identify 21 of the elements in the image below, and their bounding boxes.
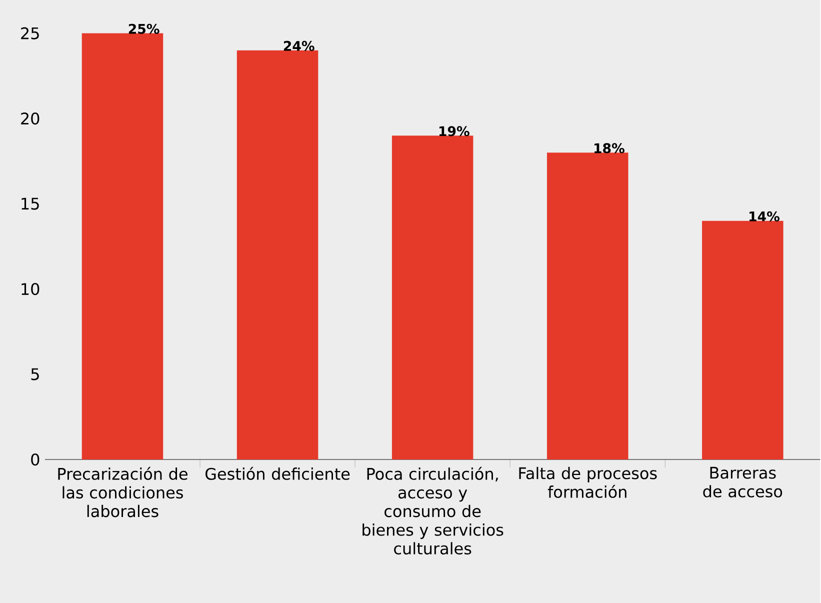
data-label: 14% xyxy=(750,211,780,222)
x-tick-label: Barreras de acceso xyxy=(703,466,782,498)
y-tick-label: 10 xyxy=(22,282,40,295)
y-tick-label: 5 xyxy=(31,368,39,380)
x-tick-label: Falta de procesos formación xyxy=(519,466,657,498)
bar xyxy=(546,152,628,460)
data-label: 18% xyxy=(594,142,624,154)
y-tick-label: 25 xyxy=(21,27,39,40)
bar xyxy=(392,135,474,460)
data-label: 25% xyxy=(128,24,160,34)
y-tick-label: 0 xyxy=(31,453,40,466)
bar xyxy=(82,33,164,460)
data-label: 24% xyxy=(284,40,314,51)
data-label: 19% xyxy=(439,126,470,136)
y-tick-label: 20 xyxy=(21,112,40,124)
x-tick-label: Gestión deficiente xyxy=(206,466,350,480)
bar xyxy=(702,220,784,460)
y-tick-label: 15 xyxy=(22,198,39,210)
x-tick-label: Poca circulación, acceso y consumo de bienes y servicios culturales xyxy=(362,466,504,554)
bar xyxy=(236,50,318,460)
x-tick-label: Precarización de las condiciones laborales xyxy=(58,466,188,518)
